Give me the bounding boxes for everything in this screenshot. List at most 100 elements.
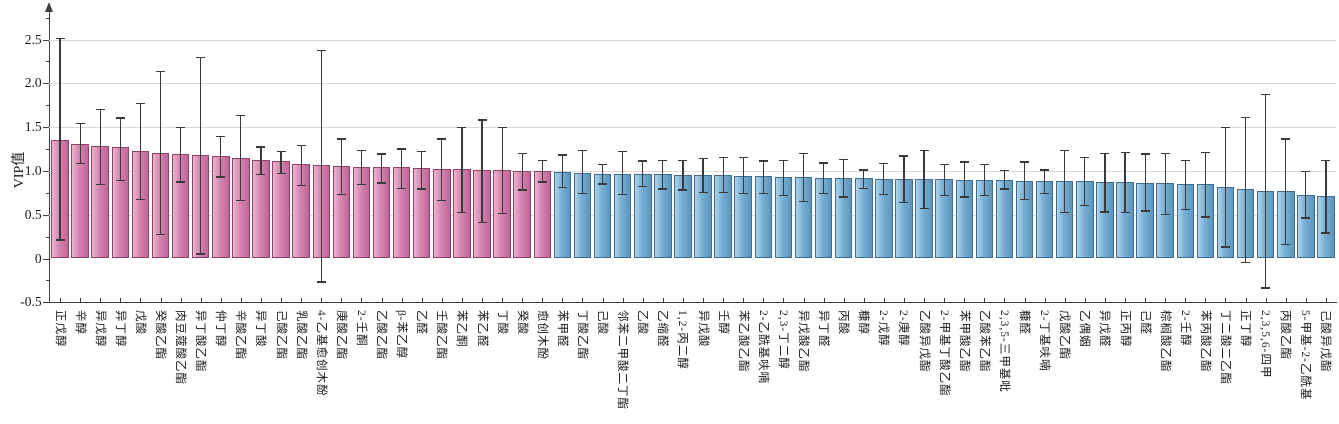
error-bar [802,152,805,201]
category-tick [240,297,242,303]
y-tick-label: 2.5 [24,31,42,47]
category-tick [743,297,745,303]
error-bar-cap-bottom [638,185,648,188]
error-bar [1325,159,1327,233]
category-label-text: 2,3,5,6-四甲 [1259,310,1272,379]
error-bar [662,159,664,189]
error-bar [782,159,784,195]
error-bar-cap-bottom [1100,211,1110,213]
y-axis-arrow-icon [44,2,53,12]
error-bar [742,156,744,193]
y-tick [43,170,49,172]
error-bar-cap-bottom [618,193,628,196]
error-bar [561,154,563,187]
error-bar-cap-top [135,102,145,104]
error-bar-cap-bottom [1180,208,1190,210]
error-bar-cap-top [738,156,748,159]
category-tick [783,297,785,303]
error-bar [1124,151,1126,213]
error-bar-cap-bottom [1321,232,1331,234]
category-label-text: 苯甲酸乙酯 [957,310,970,373]
category-label-text: 乳酸乙酯 [294,310,307,360]
error-bar-cap-top [55,37,65,40]
error-bar-cap-top [1281,138,1291,140]
error-bar-cap-bottom [658,188,668,190]
bar [252,160,270,259]
category-label-text: 丙酸 [837,310,850,335]
error-bar-cap-bottom [577,192,587,195]
category-label-text: 1,2-丙二醇 [676,310,689,370]
category-label-text: 戊酸乙酯 [1058,310,1071,360]
category-tick [723,297,725,303]
y-tick-label: 0 [34,250,42,266]
category-tick [200,297,202,303]
category-label-text: 苯乙酮 [455,310,468,348]
error-bar-cap-bottom [417,188,427,190]
category-tick [682,297,684,303]
category-tick [662,297,664,303]
error-bar-cap-bottom [1241,262,1251,264]
error-bar [963,161,965,197]
category-tick [863,297,865,303]
error-bar [883,163,885,194]
error-bar-cap-top [236,114,246,117]
y-tick [43,302,49,304]
y-minor-tick [45,280,49,282]
error-bar-cap-bottom [557,186,567,189]
error-bar-cap-bottom [839,196,849,198]
error-bar [943,163,945,195]
category-tick [964,297,966,303]
category-label-text: 苯甲醛 [555,310,568,348]
category-label-text: 2-壬醇 [1178,310,1191,347]
error-bar-cap-top [316,50,326,52]
error-bar-cap-top [517,152,527,154]
error-bar [1144,153,1146,211]
category-label-text: 苯丙酸乙酯 [1198,310,1211,373]
category-label-text: 异丁醛 [817,310,830,348]
error-bar-cap-top [1160,152,1170,154]
error-bar-cap-top [1060,149,1070,152]
category-tick [642,297,644,303]
category-tick [1044,297,1046,303]
bar [272,161,290,259]
error-bar-cap-bottom [718,191,728,194]
category-label-text: 糠醇 [857,310,870,335]
category-tick [140,297,142,303]
category-tick [361,297,363,303]
y-minor-tick [45,17,49,19]
error-bar-cap-top [959,161,969,163]
error-bar-cap-top [1200,151,1210,154]
error-bar-cap-top [819,162,829,164]
error-bar-cap-top [176,127,186,129]
category-label-text: 苯乙酸乙酯 [736,310,749,373]
error-bar-cap-top [859,169,869,171]
category-label-text: 庚酸乙酯 [334,310,347,360]
error-bar-cap-top [296,144,306,146]
category-tick [60,297,62,303]
category-label-text: 正戊醇 [53,310,66,348]
error-bar-cap-top [678,159,688,161]
gridline [48,214,1336,216]
category-tick [461,297,463,303]
error-bar-cap-top [658,159,668,161]
category-label-text: 己酸 [596,310,609,335]
error-bar [983,163,985,195]
category-label: 己酸异戊酯 [1319,306,1339,373]
category-tick [80,297,82,303]
error-bar-cap-bottom [156,233,166,236]
error-bar-cap-top [457,127,467,129]
error-bar-cap-bottom [999,188,1009,190]
category-label-text: 乙醛 [415,310,428,335]
error-bar-cap-top [598,163,608,166]
error-bar [1164,152,1166,214]
error-bar-cap-bottom [296,184,306,187]
error-bar-cap-bottom [738,192,748,195]
error-bar-cap-top [758,160,768,162]
category-label-text: 乙偶姻 [1078,310,1091,348]
error-bar-cap-bottom [1160,213,1170,216]
y-tick [43,83,49,85]
error-bar-cap-top [1040,169,1050,171]
category-tick [562,297,564,303]
category-label-text: 异丁酸 [254,310,267,348]
error-bar-cap-top [919,149,929,152]
